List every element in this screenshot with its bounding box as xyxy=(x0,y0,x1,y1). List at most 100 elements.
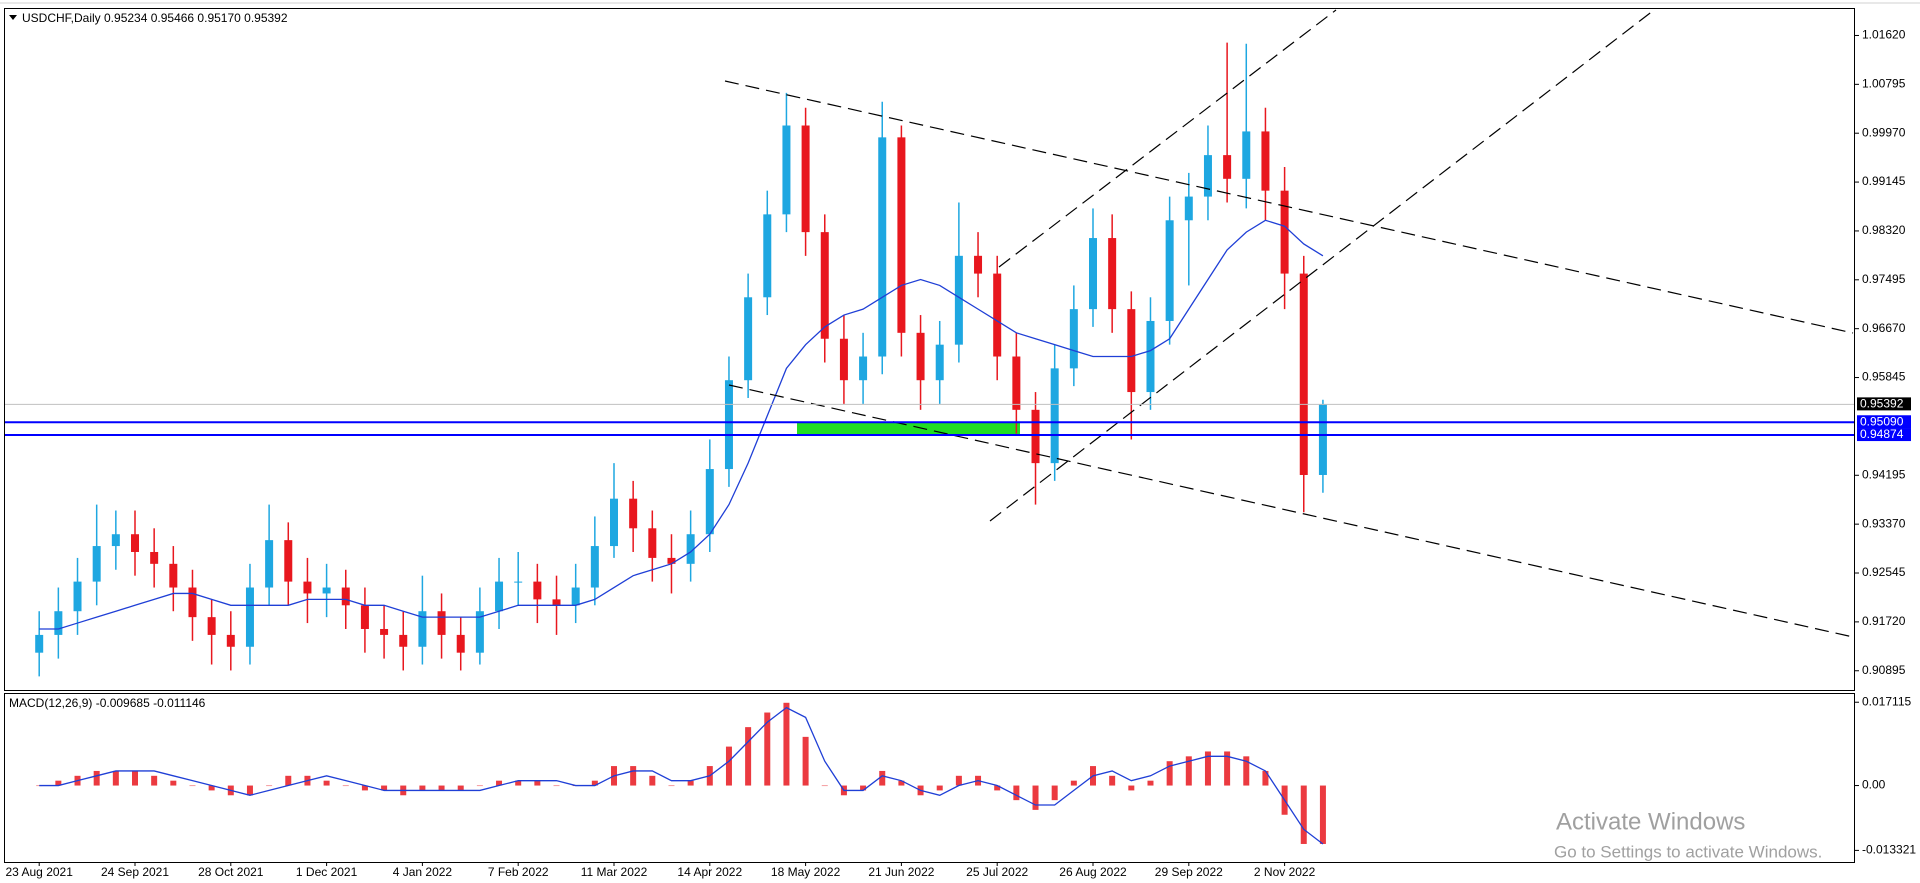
macd-bar xyxy=(285,775,292,786)
candle-body xyxy=(552,599,561,606)
candle-body xyxy=(839,338,848,381)
macd-bar xyxy=(112,770,119,786)
macd-bar xyxy=(687,780,694,786)
x-tick-label: 24 Sep 2021 xyxy=(101,865,169,879)
macd-bar xyxy=(93,770,100,786)
candle-body xyxy=(284,540,293,582)
x-tick-label: 14 Apr 2022 xyxy=(677,865,742,879)
zone xyxy=(797,422,1020,436)
candle-body xyxy=(265,540,274,588)
y-tick-label: 0.93370 xyxy=(1862,516,1906,530)
candle-body xyxy=(35,634,44,653)
y-tick-label: 0.96670 xyxy=(1862,321,1906,335)
y-tick-label: 0.99970 xyxy=(1862,125,1906,139)
macd-bar xyxy=(1204,751,1211,786)
candle-body xyxy=(1280,190,1289,274)
y-tick-label: 0.99145 xyxy=(1862,174,1906,188)
candle-body xyxy=(92,546,101,582)
macd-bar xyxy=(438,785,445,791)
macd-bar xyxy=(208,785,215,791)
x-tick-label: 4 Jan 2022 xyxy=(393,865,453,879)
candle-body xyxy=(1318,404,1327,475)
candle-body xyxy=(1184,196,1193,221)
y-tick-label: 1.01620 xyxy=(1862,28,1906,42)
candle-body xyxy=(418,611,427,647)
candle-body xyxy=(648,528,657,558)
candle-body xyxy=(1203,155,1212,197)
macd-bar xyxy=(1262,770,1269,786)
trend-line xyxy=(998,9,1337,268)
macd-bar xyxy=(745,727,752,786)
chart-title: USDCHF,Daily 0.95234 0.95466 0.95170 0.9… xyxy=(22,11,288,25)
candle-body xyxy=(1089,238,1097,310)
candle-body xyxy=(475,611,484,653)
candle-body xyxy=(916,332,925,381)
candle-body xyxy=(705,469,714,535)
macd-bar xyxy=(323,780,330,786)
candle-body xyxy=(1108,238,1117,310)
candle-body xyxy=(724,380,733,470)
macd-bar xyxy=(1070,780,1077,786)
candle-body xyxy=(54,611,63,635)
x-tick-label: 21 Jun 2022 xyxy=(868,865,934,879)
candle-body xyxy=(245,587,254,647)
y-tick-label: 0.98320 xyxy=(1862,223,1906,237)
candle-body xyxy=(1127,309,1136,393)
candle-body xyxy=(744,297,753,381)
candle-body xyxy=(610,498,618,547)
candle-body xyxy=(763,214,772,298)
price-box xyxy=(1857,397,1911,411)
moving-average xyxy=(39,219,1324,630)
macd-bar xyxy=(860,785,867,791)
macd-bar xyxy=(476,785,483,787)
candle-body xyxy=(1069,309,1078,369)
candle-body xyxy=(1242,131,1251,179)
candle-body xyxy=(322,587,331,594)
candle-body xyxy=(1012,356,1021,410)
macd-bar xyxy=(381,785,388,791)
candle-body xyxy=(495,581,504,612)
candle-body xyxy=(629,498,638,529)
x-tick-label: 25 Jul 2022 xyxy=(966,865,1028,879)
candle-body xyxy=(878,137,887,357)
macd-bar xyxy=(1185,756,1192,786)
macd-bar xyxy=(170,780,177,786)
macd-bar xyxy=(419,785,426,791)
candle-body xyxy=(820,232,829,339)
price-box-label: 0.94874 xyxy=(1860,427,1904,441)
macd-bar xyxy=(515,780,522,786)
y-tick-label: 0.90895 xyxy=(1862,663,1906,677)
trend-line xyxy=(728,384,1854,638)
candle-body xyxy=(974,255,983,274)
candle-body xyxy=(1146,320,1155,393)
candle-body xyxy=(571,587,580,606)
candle-body xyxy=(360,605,369,629)
macd-bar xyxy=(1013,785,1020,801)
macd-bar xyxy=(534,780,541,786)
y-tick-label: 0.97495 xyxy=(1862,272,1906,286)
y-tick-label: 0.017115 xyxy=(1862,694,1911,708)
x-tick-label: 1 Dec 2021 xyxy=(296,865,358,879)
macd-bar xyxy=(1147,780,1154,786)
x-tick-label: 11 Mar 2022 xyxy=(581,865,648,879)
macd-bar xyxy=(936,785,943,791)
macd-bar xyxy=(630,766,637,786)
macd-bar xyxy=(649,775,656,786)
candle-body xyxy=(935,344,944,381)
macd-bar xyxy=(246,785,253,796)
macd-bar xyxy=(457,785,464,791)
macd-bar xyxy=(764,712,771,786)
macd-bar xyxy=(591,780,598,786)
price-panel xyxy=(4,8,1855,691)
macd-bar xyxy=(1051,785,1058,801)
candle-body xyxy=(150,551,159,564)
candle-body xyxy=(207,617,216,635)
price-box xyxy=(1857,428,1911,442)
macd-bar xyxy=(1243,756,1250,786)
macd-bar xyxy=(1109,775,1116,786)
candle-body xyxy=(380,628,389,635)
menu-arrow xyxy=(9,15,17,20)
macd-bar xyxy=(151,775,158,786)
price-box xyxy=(1857,415,1911,429)
